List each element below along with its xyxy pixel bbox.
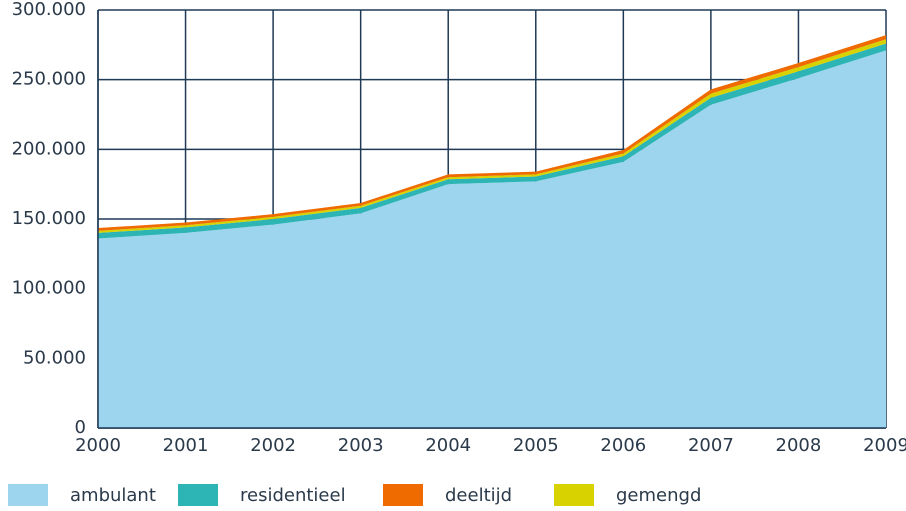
- y-tick-label: 100.000: [12, 278, 86, 299]
- x-tick-label: 2005: [513, 435, 559, 456]
- legend-swatch: [554, 484, 594, 506]
- x-tick-label: 2004: [425, 435, 471, 456]
- y-tick-label: 50.000: [23, 347, 86, 368]
- y-tick-label: 200.000: [12, 138, 86, 159]
- area: [98, 50, 886, 428]
- x-tick-label: 2008: [776, 435, 822, 456]
- x-tick-label: 2006: [600, 435, 646, 456]
- y-tick-label: 300.000: [12, 0, 86, 20]
- y-tick-label: 0: [75, 417, 86, 438]
- x-tick-label: 2007: [688, 435, 734, 456]
- legend-label: deeltijd: [445, 485, 512, 506]
- x-tick-label: 2002: [250, 435, 296, 456]
- areas: [98, 35, 886, 428]
- y-tick-label: 150.000: [12, 208, 86, 229]
- x-tick-label: 2003: [338, 435, 384, 456]
- y-tick-label: 250.000: [12, 69, 86, 90]
- legend-label: gemengd: [616, 485, 701, 506]
- legend-label: ambulant: [70, 485, 156, 506]
- x-tick-label: 2009: [863, 435, 906, 456]
- legend-swatch: [8, 484, 48, 506]
- x-tick-label: 2001: [163, 435, 209, 456]
- legend-swatch: [383, 484, 423, 506]
- x-tick-label: 2000: [75, 435, 121, 456]
- legend-label: residentieel: [240, 485, 346, 506]
- legend-swatch: [178, 484, 218, 506]
